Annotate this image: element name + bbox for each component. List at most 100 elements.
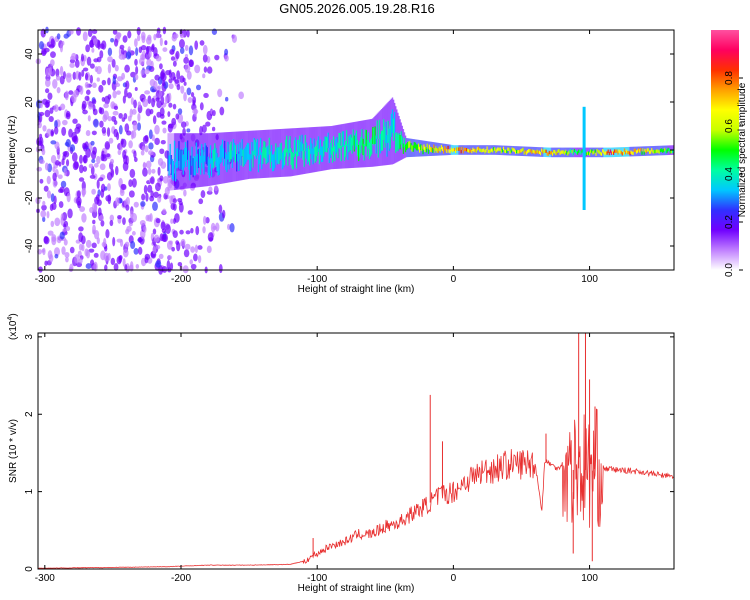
heatmap-cell	[519, 149, 521, 154]
heatmap-cell	[162, 208, 167, 215]
heatmap-cell	[530, 149, 532, 153]
y-tick-label: 20	[24, 96, 35, 108]
heatmap-cell	[62, 71, 66, 80]
heatmap-cell	[50, 193, 55, 203]
heatmap-cell	[152, 201, 158, 211]
heatmap-cell	[635, 150, 638, 154]
heatmap-cell	[159, 37, 163, 47]
heatmap-cell	[92, 219, 96, 225]
heatmap-cell	[168, 123, 174, 129]
heatmap-cell	[551, 152, 554, 156]
heatmap-cell	[140, 45, 147, 51]
heatmap-cell	[54, 247, 60, 257]
colorbar-tick-label: 0.0	[724, 263, 735, 277]
heatmap-cell	[193, 253, 198, 262]
heatmap-cell	[58, 161, 62, 167]
heatmap-cell	[238, 91, 244, 100]
heatmap-cell	[187, 210, 193, 215]
heatmap-cell	[573, 148, 576, 153]
heatmap-cell	[164, 95, 168, 105]
heatmap-cell	[571, 150, 573, 154]
heatmap-cell	[444, 146, 446, 151]
heatmap-cell	[182, 155, 185, 175]
heatmap-cell	[150, 176, 155, 185]
heatmap-cell	[178, 203, 184, 213]
heatmap-cell	[140, 69, 145, 76]
heatmap-cell	[524, 150, 527, 154]
heatmap-cell	[259, 138, 262, 156]
figure-title: GN05.2026.005.19.28.R16	[279, 1, 434, 16]
heatmap-cell	[546, 152, 548, 156]
heatmap-cell	[152, 115, 157, 125]
heatmap-cell	[144, 256, 149, 264]
heatmap-cell	[93, 252, 99, 258]
heatmap-cell	[253, 138, 255, 155]
heatmap-cell	[134, 38, 138, 48]
y-tick-label: -20	[24, 190, 35, 205]
heatmap-cell	[217, 157, 219, 176]
heatmap-cell	[206, 245, 212, 254]
heatmap-cell	[170, 218, 174, 224]
heatmap-cell	[550, 150, 553, 155]
heatmap-cell	[91, 188, 96, 195]
heatmap-cell	[541, 147, 543, 157]
heatmap-cell	[168, 92, 172, 102]
heatmap-cell	[440, 145, 443, 150]
heatmap-cell	[116, 131, 120, 141]
heatmap-cell	[605, 151, 607, 155]
heatmap-cell	[298, 139, 300, 157]
heatmap-cell	[647, 148, 650, 152]
heatmap-cell	[328, 147, 331, 163]
bottom-y-ticks: 0 1 2 3	[24, 334, 674, 572]
heatmap-cell	[47, 230, 54, 236]
heatmap-cell	[366, 139, 369, 157]
heatmap-cell	[89, 39, 94, 48]
heatmap-cell	[543, 149, 545, 153]
heatmap-cell	[216, 153, 218, 172]
heatmap-cell	[504, 149, 506, 153]
heatmap-cell	[128, 222, 133, 227]
heatmap-cell	[261, 152, 263, 170]
heatmap-cell	[535, 150, 538, 154]
heatmap-cell	[402, 143, 405, 154]
heatmap-cell	[203, 155, 205, 175]
heatmap-cell	[561, 150, 564, 154]
heatmap-cell	[354, 133, 357, 150]
heatmap-cell	[155, 218, 161, 224]
heatmap-cell	[138, 46, 143, 54]
heatmap-cell	[85, 44, 90, 53]
heatmap-cell	[145, 36, 152, 45]
heatmap-cell	[207, 232, 214, 242]
heatmap-cell	[125, 80, 130, 90]
heatmap-cell	[572, 151, 575, 156]
heatmap-cell	[96, 77, 100, 82]
heatmap-cell	[181, 150, 183, 170]
heatmap-cell	[438, 146, 441, 152]
heatmap-cell	[130, 71, 136, 78]
heatmap-cell	[85, 147, 91, 158]
heatmap-cell	[157, 85, 162, 90]
heatmap-cell	[291, 151, 293, 169]
heatmap-cell	[398, 132, 400, 149]
heatmap-cell	[176, 70, 181, 80]
x-tick-label: -200	[171, 274, 191, 285]
heatmap-cell	[117, 149, 122, 156]
heatmap-cell	[72, 161, 79, 171]
heatmap-cell	[197, 245, 203, 250]
heatmap-cell	[177, 108, 183, 115]
heatmap-cell	[213, 149, 215, 168]
heatmap-cell	[577, 151, 579, 155]
heatmap-cell	[48, 115, 54, 123]
heatmap-cell	[172, 203, 177, 211]
heatmap-cell	[627, 151, 629, 155]
heatmap-cell	[71, 136, 78, 143]
heatmap-cell	[529, 148, 531, 153]
heatmap-cell	[396, 132, 398, 151]
heatmap-cell	[325, 136, 327, 152]
heatmap-cell	[458, 147, 460, 151]
heatmap-cell	[441, 146, 444, 152]
heatmap-cell	[276, 147, 278, 165]
heatmap-cell	[112, 76, 116, 85]
heatmap-cell	[598, 150, 601, 154]
heatmap-cell	[78, 164, 84, 174]
